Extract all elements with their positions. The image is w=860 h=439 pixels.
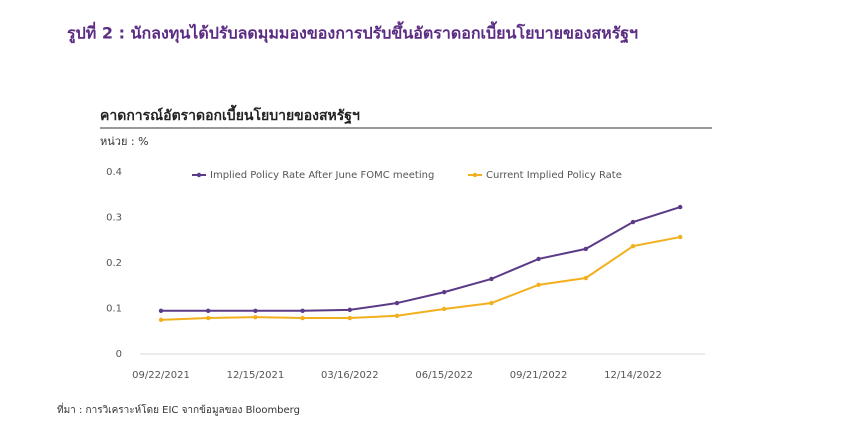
data-point	[583, 275, 588, 281]
data-point	[253, 308, 258, 313]
y-tick-label: 0.3	[106, 213, 122, 224]
x-tick-label: 09/22/2021	[132, 370, 190, 381]
data-point	[630, 219, 636, 225]
data-point	[442, 289, 447, 295]
series-line	[161, 206, 681, 312]
data-point	[442, 306, 447, 312]
data-point	[300, 308, 305, 313]
x-tick-label: 12/15/2021	[227, 370, 285, 381]
y-tick-label: 0.1	[106, 304, 122, 315]
figure-title: รูปที่ 2 : นักลงทุนได้ปรับลดมุมมองของการ…	[67, 21, 638, 45]
legend-marker	[472, 172, 478, 178]
data-point	[347, 315, 352, 321]
data-point	[489, 300, 494, 306]
data-point	[158, 308, 164, 313]
data-point	[536, 282, 541, 288]
y-tick-label: 0.2	[106, 258, 122, 269]
data-point	[678, 204, 683, 210]
data-point	[206, 308, 211, 313]
data-point	[206, 315, 211, 321]
data-point	[253, 314, 258, 320]
data-point	[489, 276, 494, 282]
legend-label: Current Implied Policy Rate	[486, 170, 622, 181]
x-tick-label: 03/16/2022	[321, 370, 379, 381]
x-tick-label: 09/21/2022	[510, 370, 568, 381]
data-point	[158, 317, 164, 323]
data-point	[394, 300, 400, 306]
data-point	[394, 313, 400, 318]
source: ที่มา : การวิเคราะห์โดย EIC จากข้อมูลของ…	[57, 402, 300, 416]
data-point	[678, 234, 683, 240]
data-point	[300, 315, 305, 321]
series-line	[160, 236, 681, 321]
chart-title: คาดการณ์อัตราดอกเบี้ยนโยบายของสหรัฐฯ	[100, 104, 360, 125]
y-tick-label: 0.4	[106, 167, 122, 178]
x-tick-label: 06/15/2022	[415, 370, 473, 381]
x-tick-label: 12/14/2022	[604, 370, 662, 381]
y-tick-label: 0	[116, 349, 122, 360]
unit-label: หน่วย : %	[100, 135, 149, 148]
legend-marker	[196, 172, 202, 178]
data-point	[347, 307, 352, 313]
data-point	[583, 246, 588, 252]
data-point	[536, 256, 541, 262]
data-point	[630, 243, 636, 249]
legend-label: Implied Policy Rate After June FOMC meet…	[210, 170, 434, 181]
